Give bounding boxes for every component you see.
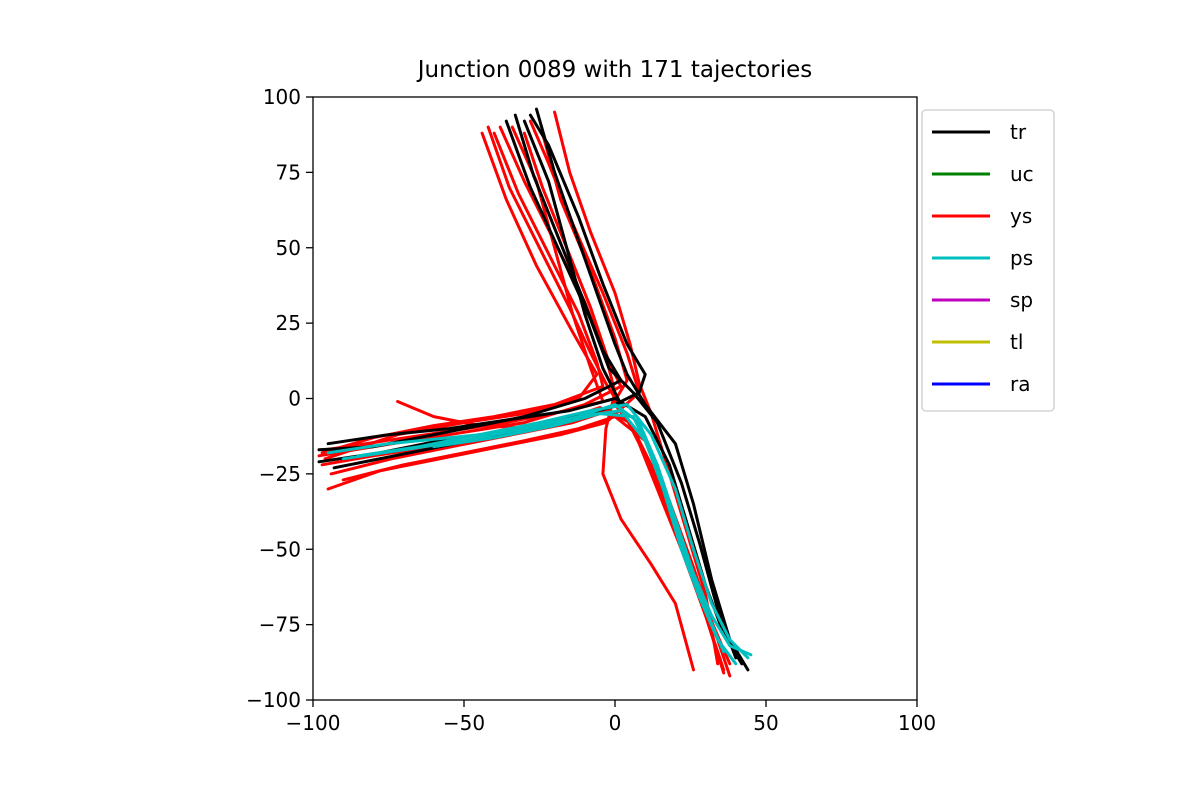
y-tick-label: −50 bbox=[259, 537, 301, 561]
series-line-ys-1 bbox=[320, 131, 605, 455]
series-layer bbox=[317, 107, 753, 678]
y-tick-label: 75 bbox=[276, 160, 301, 184]
x-tick-label: −50 bbox=[443, 711, 485, 735]
x-tick-label: −100 bbox=[286, 711, 341, 735]
y-axis: 100 75 50 25 0 −25 −50 −75 −100 bbox=[246, 85, 313, 712]
legend-label-ys: ys bbox=[1010, 204, 1032, 228]
series-line-tr-12 bbox=[535, 107, 750, 672]
legend-label-sp: sp bbox=[1010, 288, 1033, 312]
series-line-ys-10 bbox=[317, 131, 623, 458]
y-tick-label: −25 bbox=[259, 462, 301, 486]
legend-label-uc: uc bbox=[1010, 162, 1034, 186]
series-line-ys-5 bbox=[323, 131, 599, 461]
y-tick-label: 50 bbox=[276, 236, 301, 260]
series-line-ys-0 bbox=[486, 125, 726, 672]
series-line-tr-16 bbox=[504, 119, 738, 660]
legend-label-ra: ra bbox=[1010, 372, 1030, 396]
x-axis: −100 −50 0 50 100 bbox=[286, 700, 936, 735]
x-tick-label: 50 bbox=[753, 711, 778, 735]
series-line-ps-20 bbox=[432, 412, 726, 654]
legend-label-tl: tl bbox=[1010, 330, 1023, 354]
series-line-ps-21 bbox=[356, 403, 750, 660]
y-tick-label: −100 bbox=[246, 688, 301, 712]
y-tick-label: 100 bbox=[263, 85, 301, 109]
x-tick-label: 0 bbox=[609, 711, 622, 735]
series-line-tr-14 bbox=[317, 113, 647, 464]
legend-box bbox=[921, 109, 1055, 412]
y-tick-label: 25 bbox=[276, 311, 301, 335]
x-tick-label: 100 bbox=[898, 711, 936, 735]
legend-label-tr: tr bbox=[1010, 120, 1027, 144]
y-tick-label: −75 bbox=[259, 613, 301, 637]
series-line-ps-18 bbox=[326, 403, 753, 657]
legend: tr uc ys ps sp tl ra bbox=[921, 109, 1055, 412]
series-line-ys-8 bbox=[553, 110, 720, 666]
y-tick-label: 0 bbox=[288, 387, 301, 411]
legend-label-ps: ps bbox=[1010, 246, 1033, 270]
chart-title: Junction 0089 with 171 tajectories bbox=[416, 57, 812, 83]
